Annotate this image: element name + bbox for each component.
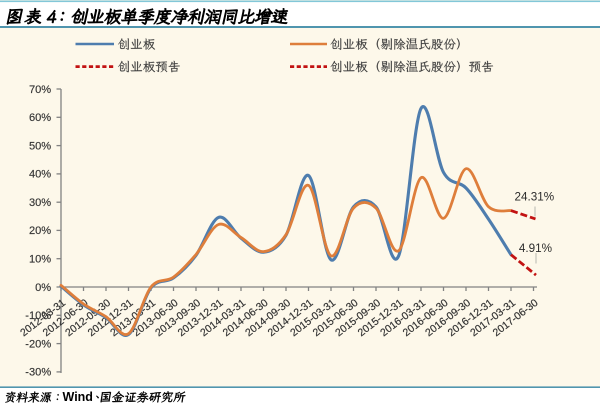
svg-text:30%: 30% — [29, 197, 51, 209]
svg-text:-10%: -10% — [25, 310, 51, 322]
svg-text:10%: 10% — [29, 254, 51, 266]
svg-text:0%: 0% — [35, 282, 51, 294]
svg-text:-30%: -30% — [25, 367, 51, 379]
svg-text:Wind: Wind — [63, 390, 93, 404]
svg-text:60%: 60% — [29, 112, 51, 124]
svg-text:20%: 20% — [29, 225, 51, 237]
svg-text:24.31%: 24.31% — [515, 191, 555, 204]
svg-text:-20%: -20% — [25, 338, 51, 350]
svg-text:4.91%: 4.91% — [519, 242, 552, 255]
svg-text:50%: 50% — [29, 140, 51, 152]
svg-text:40%: 40% — [29, 169, 51, 181]
svg-text:70%: 70% — [29, 84, 51, 96]
